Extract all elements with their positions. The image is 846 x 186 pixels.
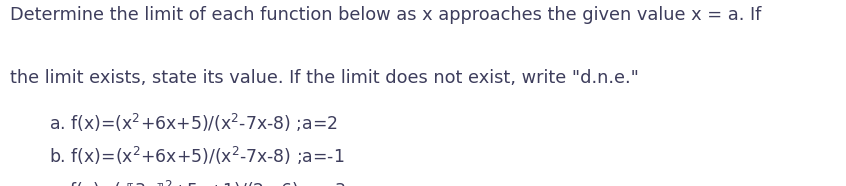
Text: c. f(x)=( ⟦3x⟧$^{2}$+5x+1)/(2x-6) ;a=3: c. f(x)=( ⟦3x⟧$^{2}$+5x+1)/(2x-6) ;a=3 bbox=[49, 179, 346, 186]
Text: a. f(x)=(x$^{2}$+6x+5)/(x$^{2}$-7x-8) ;a=2: a. f(x)=(x$^{2}$+6x+5)/(x$^{2}$-7x-8) ;a… bbox=[49, 112, 338, 134]
Text: b. f(x)=(x$^{2}$+6x+5)/(x$^{2}$-7x-8) ;a=-1: b. f(x)=(x$^{2}$+6x+5)/(x$^{2}$-7x-8) ;a… bbox=[49, 145, 344, 167]
Text: the limit exists, state its value. If the limit does not exist, write "d.n.e.": the limit exists, state its value. If th… bbox=[10, 69, 639, 87]
Text: Determine the limit of each function below as x approaches the given value x = a: Determine the limit of each function bel… bbox=[10, 6, 761, 24]
